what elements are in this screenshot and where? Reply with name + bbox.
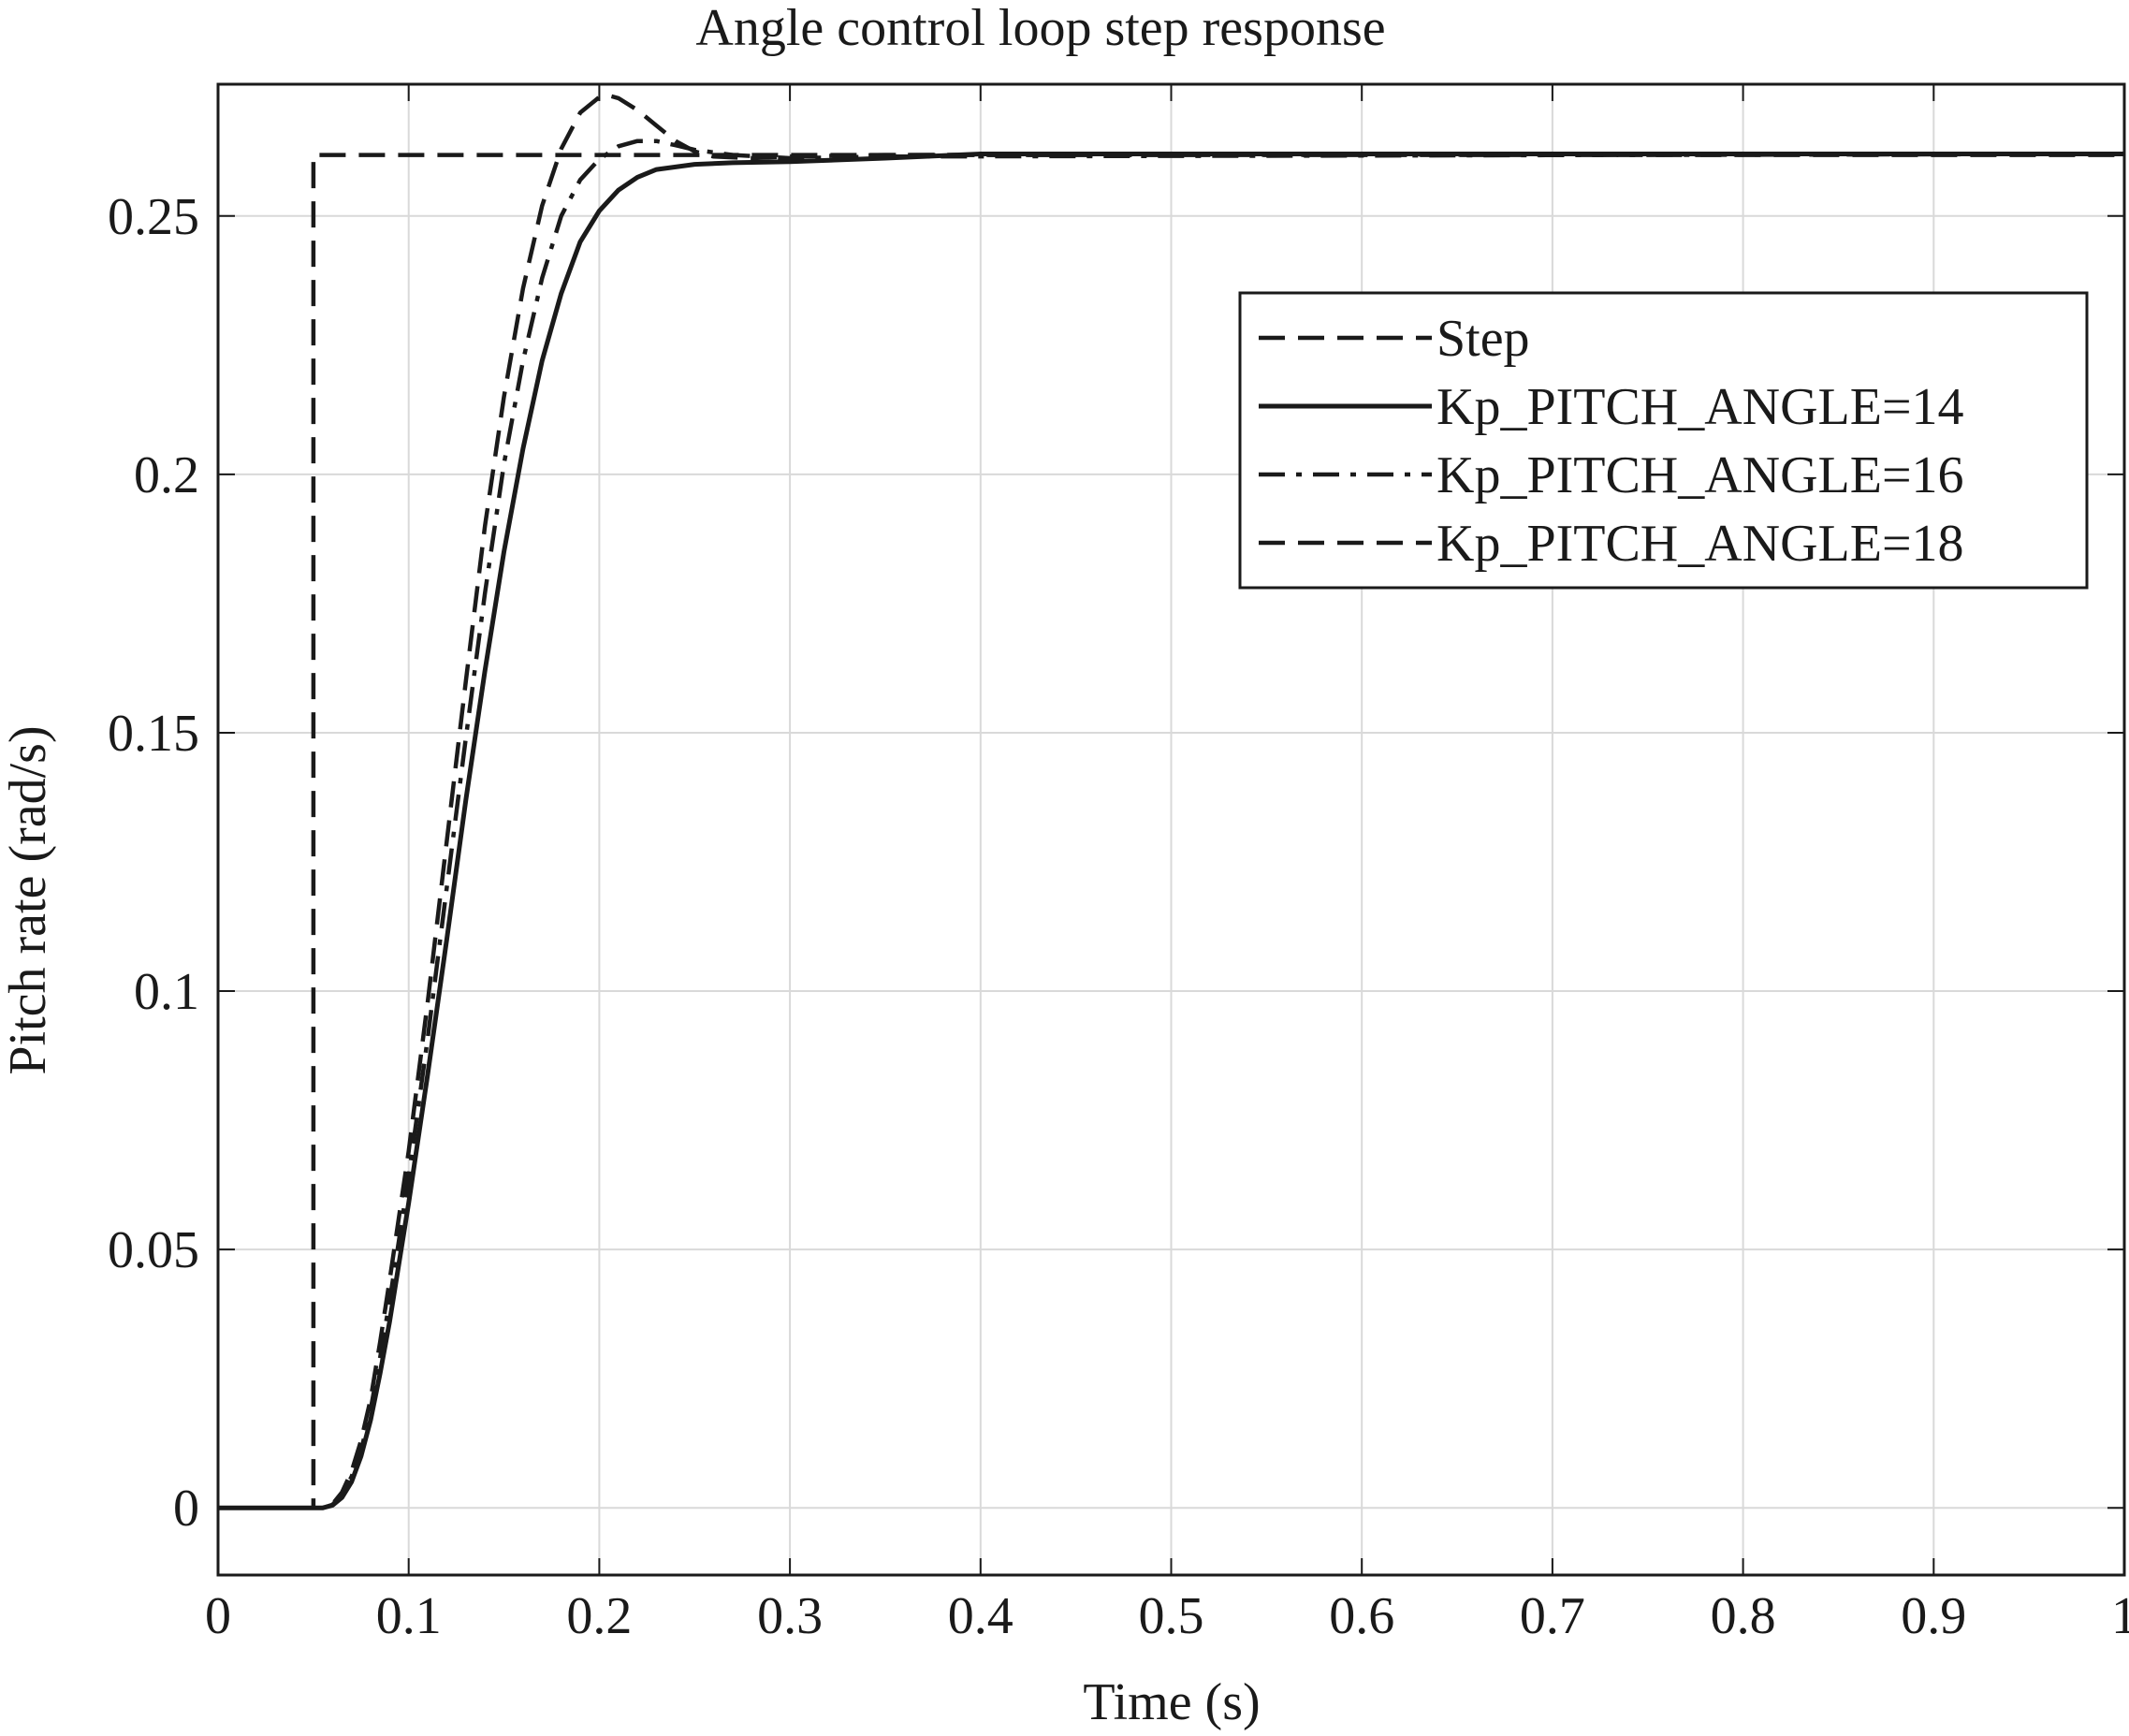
series-line-1 xyxy=(218,152,2124,1510)
y-tick-label: 0.1 xyxy=(134,963,199,1021)
y-tick-label: 0.2 xyxy=(134,446,199,504)
legend-label-3: Kp_PITCH_ANGLE=18 xyxy=(1436,515,1964,573)
y-tick-label: 0.15 xyxy=(108,705,199,763)
chart-title: Angle control loop step response xyxy=(695,0,1385,57)
legend: Step Kp_PITCH_ANGLE=14 Kp_PITCH_ANGLE=16 Kp… xyxy=(1238,291,2089,590)
x-tick-label: 0 xyxy=(205,1587,231,1645)
x-tick-label: 0.1 xyxy=(376,1587,442,1645)
x-tick-label: 0.9 xyxy=(1901,1587,1966,1645)
y-tick-label: 0.25 xyxy=(108,188,199,246)
plot-series xyxy=(218,93,2125,1510)
y-axis-label: Pitch rate (rad/s) xyxy=(0,725,57,1074)
x-tick-label: 0.8 xyxy=(1711,1587,1776,1645)
legend-box xyxy=(1238,291,2089,590)
x-tick-label: 0.6 xyxy=(1329,1587,1394,1645)
legend-label-0: Step xyxy=(1436,310,1530,368)
series-line-3 xyxy=(218,93,2125,1510)
x-axis-label: Time (s) xyxy=(1083,1673,1260,1731)
axis-ticks: 0 0.1 0.2 0.3 0.4 0.5 0.6 0.7 0.8 0.9 1 0 0.05 0.1 0.1… xyxy=(108,84,2129,1645)
x-tick-label: 0.3 xyxy=(757,1587,823,1645)
x-tick-label: 1 xyxy=(2111,1587,2129,1645)
y-tick-label: 0 xyxy=(173,1480,199,1538)
x-tick-label: 0.5 xyxy=(1139,1587,1204,1645)
legend-label-1: Kp_PITCH_ANGLE=14 xyxy=(1436,378,1964,436)
x-tick-label: 0.7 xyxy=(1520,1587,1585,1645)
x-tick-label: 0.4 xyxy=(948,1587,1013,1645)
x-tick-label: 0.2 xyxy=(566,1587,632,1645)
y-tick-label: 0.05 xyxy=(108,1221,199,1279)
legend-label-2: Kp_PITCH_ANGLE=16 xyxy=(1436,446,1964,504)
